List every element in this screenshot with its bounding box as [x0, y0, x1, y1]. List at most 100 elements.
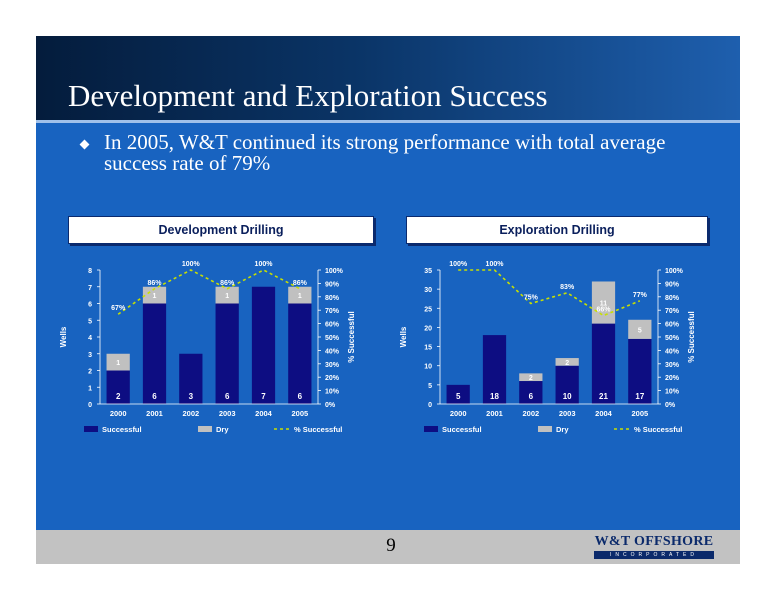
y2-tick-label: 50% [325, 335, 340, 342]
slide: Development and Exploration Success In 2… [36, 36, 740, 564]
bar-successful-label: 6 [298, 392, 303, 401]
bar-successful [251, 286, 276, 404]
pct-label: 67% [111, 305, 126, 312]
x-tick-label: 2000 [110, 409, 127, 418]
y2-tick-label: 70% [325, 308, 340, 315]
bar-successful [106, 370, 130, 404]
legend-dry-swatch [538, 426, 552, 432]
bar-successful-label: 6 [225, 392, 230, 401]
title-band: Development and Exploration Success [36, 36, 740, 120]
y-tick-label: 1 [88, 385, 92, 392]
development-drilling-chart: 0123456780%10%20%30%40%50%60%70%80%90%10… [59, 261, 356, 434]
y2-tick-label: 100% [665, 268, 684, 275]
legend-successful-swatch [424, 426, 438, 432]
bar-successful [215, 303, 239, 404]
y-axis-title: Wells [59, 326, 68, 347]
y2-tick-label: 90% [665, 281, 680, 288]
y2-tick-label: 60% [325, 322, 340, 329]
exploration-chart-title: Exploration Drilling [406, 216, 708, 244]
legend-dry-swatch [198, 426, 212, 432]
y-tick-label: 5 [88, 318, 92, 325]
development-chart-title: Development Drilling [68, 216, 374, 244]
bar-successful [142, 303, 167, 404]
legend-successful-label: Successful [442, 425, 482, 434]
logo-name: W&T OFFSHORE [594, 534, 714, 549]
bar-successful-label: 5 [456, 392, 461, 401]
x-tick-label: 2003 [559, 409, 576, 418]
bar-dry [628, 319, 652, 339]
bar-successful [482, 335, 507, 404]
x-tick-label: 2000 [450, 409, 467, 418]
bar-successful [555, 365, 579, 404]
x-tick-label: 2002 [182, 409, 199, 418]
x-tick-label: 2004 [595, 409, 613, 418]
y2-tick-label: 90% [325, 281, 340, 288]
bar-dry [106, 353, 130, 371]
y2-tick-label: 20% [665, 375, 680, 382]
legend-dry-label: Dry [216, 425, 229, 434]
pct-label: 100% [486, 261, 505, 268]
x-tick-label: 2005 [291, 409, 308, 418]
bar-successful-label: 17 [635, 392, 644, 401]
slide-title: Development and Exploration Success [68, 78, 548, 113]
pct-label: 100% [182, 261, 201, 268]
y-tick-label: 20 [424, 325, 432, 332]
bullet-diamond-icon [79, 139, 90, 150]
y2-axis-title: % Successful [347, 311, 356, 363]
y2-tick-label: 40% [325, 348, 340, 355]
bar-dry-label: 1 [116, 360, 120, 367]
pct-line [458, 269, 641, 317]
legend-successful-swatch [84, 426, 98, 432]
legend-dry-label: Dry [556, 425, 569, 434]
pct-label: 83% [560, 284, 575, 291]
y-tick-label: 8 [88, 268, 92, 275]
x-tick-label: 2005 [631, 409, 648, 418]
page-number: 9 [386, 535, 396, 556]
y2-tick-label: 20% [325, 375, 340, 382]
y-tick-label: 4 [88, 335, 92, 342]
bar-dry-label: 1 [225, 293, 229, 300]
bar-successful-label: 7 [261, 392, 266, 401]
y-tick-label: 35 [424, 268, 432, 275]
bar-successful-label: 6 [152, 392, 157, 401]
x-tick-label: 2004 [255, 409, 273, 418]
bar-dry-label: 5 [638, 327, 642, 334]
pct-label: 86% [293, 280, 308, 287]
y2-tick-label: 10% [325, 389, 340, 396]
bar-successful-label: 2 [116, 392, 121, 401]
y2-tick-label: 100% [325, 268, 344, 275]
x-tick-label: 2001 [146, 409, 163, 418]
y2-tick-label: 30% [325, 362, 340, 369]
bar-successful [591, 323, 616, 404]
bar-dry [555, 358, 579, 366]
y2-tick-label: 0% [665, 402, 676, 409]
y2-tick-label: 80% [325, 295, 340, 302]
y2-tick-label: 70% [665, 308, 680, 315]
exploration-drilling-chart: 051015202530350%10%20%30%40%50%60%70%80%… [399, 261, 696, 434]
y2-axis-title: % Successful [687, 311, 696, 363]
y-tick-label: 7 [88, 285, 92, 292]
bar-successful [288, 303, 312, 404]
y2-tick-label: 50% [665, 335, 680, 342]
bar-dry-label: 2 [565, 360, 569, 367]
pct-label: 75% [524, 295, 539, 302]
bar-successful [446, 384, 470, 404]
legend-pct-label: % Successful [294, 425, 342, 434]
pct-line [117, 269, 301, 315]
y-tick-label: 3 [88, 352, 92, 359]
pct-label: 86% [220, 280, 235, 287]
bar-successful [519, 381, 543, 404]
bar-dry [142, 286, 167, 304]
y-tick-label: 0 [428, 402, 432, 409]
title-rule [36, 120, 740, 123]
bar-dry [591, 281, 616, 324]
bar-dry [288, 286, 312, 304]
y2-tick-label: 30% [665, 362, 680, 369]
y-tick-label: 2 [88, 369, 92, 376]
legend-pct-label: % Successful [634, 425, 682, 434]
bar-dry-label: 1 [298, 293, 302, 300]
bar-successful-label: 10 [563, 392, 572, 401]
logo-tagline: INCORPORATED [594, 551, 714, 559]
bar-dry-label: 1 [153, 293, 157, 300]
bar-dry-label: 11 [600, 301, 608, 308]
